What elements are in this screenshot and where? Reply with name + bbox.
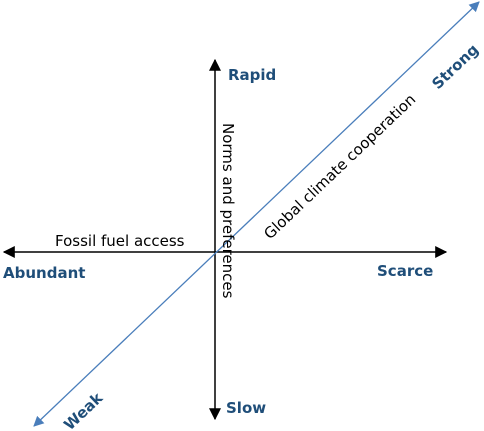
axis-label: Fossil fuel access: [55, 232, 185, 250]
axis-label: Global climate cooperation: [260, 90, 419, 243]
diagonal-axis: [33, 1, 480, 427]
axis-label: Norms and preferences: [219, 123, 237, 299]
pole-label: Rapid: [228, 66, 276, 84]
pole-label: Slow: [226, 399, 266, 417]
pole-label: Abundant: [3, 264, 85, 282]
pole-label: Scarce: [377, 262, 433, 280]
pole-label: Strong: [428, 40, 482, 92]
